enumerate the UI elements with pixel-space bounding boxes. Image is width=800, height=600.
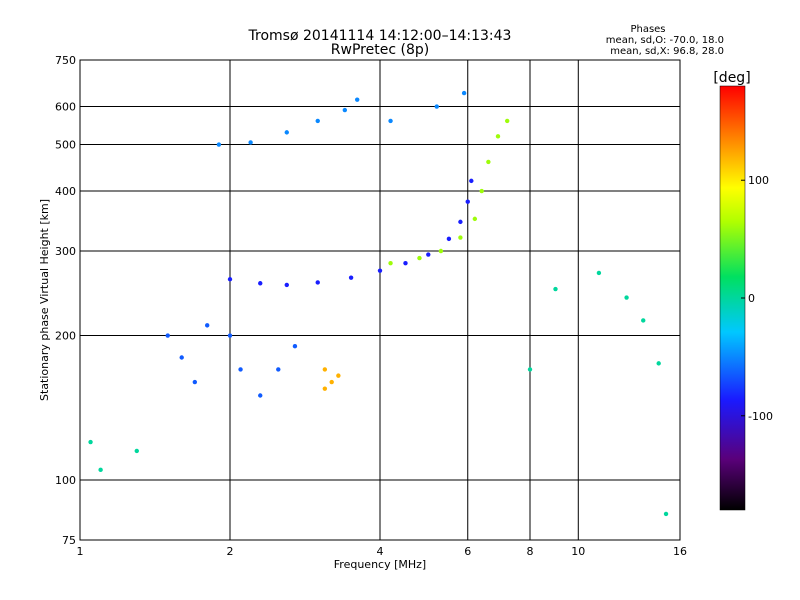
data-point [417,255,422,261]
data-point [258,281,263,286]
phase-line-x: mean, sd,X: 96.8, 28.0 [610,46,724,57]
y-tick-label: 100 [55,474,76,487]
colorbar-tick-label: 0 [748,292,755,305]
phase-line-o: mean, sd,O: -70.0, 18.0 [606,35,724,46]
data-point [322,386,328,391]
data-point [165,333,170,338]
data-point [486,159,491,165]
data-point [465,199,470,204]
data-point [656,361,661,366]
phase-heading: Phases [630,24,665,35]
y-tick-label: 400 [55,185,76,198]
data-point [315,280,320,285]
data-point [446,236,452,242]
data-point [134,448,139,454]
colorbar-tick-label: -100 [748,410,773,423]
x-tick-label: 6 [464,545,471,558]
data-point [469,178,474,184]
data-point [292,344,298,349]
data-point [495,134,501,139]
data-point [258,393,263,398]
data-point [403,260,408,266]
data-point [388,260,393,266]
data-point [438,248,444,254]
data-point [216,142,222,147]
data-point [624,295,629,300]
data-point [348,275,354,280]
data-point [472,216,478,222]
y-tick-label: 75 [62,534,76,547]
chart-subtitle: RwPretec (8p) [331,42,429,58]
data-point [336,373,341,378]
x-tick-label: 16 [673,545,687,558]
data-point [248,140,253,145]
data-point [354,97,360,102]
data-point [276,367,281,372]
x-axis-ticks: 1 2 4 6 8 10 16 [77,545,688,558]
data-point [553,286,558,292]
y-tick-label: 300 [55,245,76,258]
x-tick-label: 8 [527,545,534,558]
data-point [179,355,184,360]
data-point [342,107,348,113]
data-point [227,333,233,338]
data-point [434,104,439,109]
data-point [596,270,602,276]
data-points [88,90,669,517]
x-tick-label: 2 [227,545,234,558]
grid-lines [80,60,680,540]
data-point [663,511,669,517]
data-point [458,235,463,240]
y-tick-label: 750 [55,54,76,67]
data-point [479,188,484,194]
data-point [98,467,103,473]
colorbar-label: [deg] [713,70,750,86]
data-point [204,323,210,328]
data-point [329,379,334,385]
chart-title: Tromsø 20141114 14:12:00–14:13:43 [248,28,512,44]
data-point [504,118,510,124]
y-tick-label: 500 [55,139,76,152]
x-tick-label: 1 [77,545,84,558]
y-axis-ticks: 75 100 200 300 400 500 600 750 [55,54,76,547]
x-tick-label: 10 [571,545,585,558]
data-point [284,130,289,135]
data-point [315,118,320,124]
data-point [527,367,533,372]
y-tick-label: 200 [55,330,76,343]
y-axis-label: Stationary phase Virtual Height [km] [38,199,51,401]
colorbar-tick-label: 100 [748,174,769,187]
data-point [377,268,383,273]
data-point [641,318,646,323]
colorbar-ticks: 100 0 -100 [741,174,773,423]
data-point [284,282,289,288]
x-tick-label: 4 [377,545,384,558]
data-point [238,367,243,372]
data-point [227,277,233,282]
data-point [322,367,328,372]
y-tick-label: 600 [55,101,76,114]
data-point [388,118,393,124]
data-point [426,252,431,257]
data-point [461,90,467,96]
data-point [88,439,93,445]
x-axis-label: Frequency [MHz] [334,558,426,571]
data-point [458,219,463,225]
data-point [192,379,198,385]
